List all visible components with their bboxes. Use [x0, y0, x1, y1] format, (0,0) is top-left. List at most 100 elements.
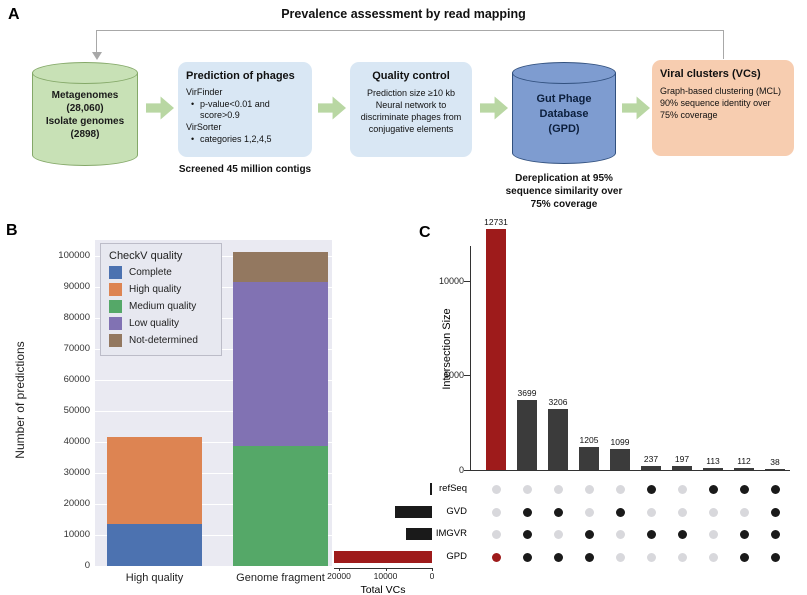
intersection-value: 3699: [517, 387, 537, 398]
prediction-title: Prediction of phages: [186, 70, 295, 82]
intersection-bar: [672, 466, 692, 470]
matrix-dot-filled: [739, 552, 749, 562]
bar-segment-complete: [107, 524, 202, 566]
intersection-bar: [548, 409, 568, 470]
flow-arrow-icon-4: [622, 96, 650, 120]
legend-item: Low quality: [109, 317, 213, 330]
intersection-value: 197: [674, 454, 690, 465]
virsorter-criteria: categories 1,2,4,5: [186, 134, 304, 146]
legend-label: Complete: [129, 267, 172, 278]
gpd-text: Gut Phage Database (GPD): [514, 92, 614, 137]
matrix-dot-filled: [739, 529, 749, 539]
intersection-value: 38: [770, 456, 780, 467]
gridline: [95, 410, 332, 413]
cylinder-body: [512, 73, 616, 153]
panel-a-label: A: [8, 6, 20, 23]
matrix-dot-filled: [522, 507, 532, 517]
intersection-bar: [765, 468, 785, 470]
qc-body-line2: Neural network to discriminate phages fr…: [360, 100, 462, 135]
gridline: [95, 503, 332, 506]
matrix-dot-empty: [584, 507, 594, 517]
isolate-genomes-line: Isolate genomes: [45, 116, 125, 127]
matrix-dot-empty: [553, 529, 563, 539]
matrix-dot-filled: [522, 529, 532, 539]
legend-swatch: [109, 283, 122, 296]
intersection-value: 112: [737, 455, 751, 466]
legend-item: Complete: [109, 266, 213, 279]
matrix-dot-filled: [522, 552, 532, 562]
intersection-bar: [579, 447, 599, 470]
bar-segment-low-quality: [233, 281, 328, 447]
y-tick-label: 10000: [438, 275, 464, 286]
set-size-bar-refseq: [429, 483, 432, 495]
size-tick-label: 10000: [373, 571, 398, 581]
set-label-gvd: GVD: [446, 506, 467, 517]
y-tick-mark: [464, 280, 470, 282]
matrix-dot-filled: [646, 529, 656, 539]
gpd-line1: Gut Phage: [536, 93, 592, 105]
bar-segment-high-quality: [107, 437, 202, 525]
matrix-dot-empty: [646, 507, 656, 517]
legend-label: High quality: [129, 284, 182, 295]
legend-item: Not-determined: [109, 334, 213, 347]
y-tick-label: 40000: [63, 435, 90, 447]
metagenomes-cylinder: Metagenomes (28,060) Isolate genomes (28…: [32, 62, 138, 166]
panel-c-label: C: [419, 224, 431, 241]
y-tick-label: 0: [84, 560, 90, 571]
bar-segment-medium-quality: [233, 446, 328, 566]
gpd-cylinder: Gut Phage Database (GPD): [512, 62, 616, 164]
flow-arrow-icon-3: [480, 96, 508, 120]
set-label-imgvr: IMGVR: [435, 528, 467, 539]
matrix-dot-filled: [770, 507, 780, 517]
checkv-legend: CheckV quality Complete High quality Mediu…: [100, 243, 222, 356]
legend-title: CheckV quality: [109, 250, 183, 262]
panel-b-label: B: [6, 222, 18, 239]
matrix-connector: [773, 489, 777, 557]
size-tick-label: 20000: [327, 571, 351, 581]
legend-swatch: [109, 317, 122, 330]
size-tick-mark: [339, 568, 340, 571]
matrix-dot-empty: [522, 484, 532, 494]
b-legend-items: Complete High quality Medium quality Low qu…: [109, 266, 213, 347]
gpd-line3: (GPD): [548, 122, 580, 135]
y-tick-label: 0: [458, 465, 464, 475]
matrix-dot-filled: [553, 507, 563, 517]
metagenomes-text: Metagenomes (28,060) Isolate genomes (28…: [34, 89, 136, 141]
intersection-bar: [734, 467, 754, 470]
intersection-value: 1099: [610, 437, 630, 448]
gridline: [95, 566, 332, 568]
y-tick-label: 5000: [443, 370, 464, 381]
quality-control-title: Quality control: [372, 70, 450, 82]
intersection-bar: [486, 229, 506, 470]
gridline: [95, 534, 332, 537]
legend-item: Medium quality: [109, 300, 213, 313]
matrix-dot-empty: [677, 552, 687, 562]
viral-clusters-box: Viral clusters (VCs) Graph-based cluster…: [652, 60, 794, 156]
loop-arrowhead-icon: [92, 52, 102, 60]
legend-swatch: [109, 334, 122, 347]
gridline: [95, 441, 332, 444]
intersection-value: 237: [643, 453, 659, 464]
loop-connector-left: [96, 30, 97, 53]
vc-body-line1: Graph-based clustering (MCL): [660, 86, 782, 96]
legend-item: High quality: [109, 283, 213, 296]
tool-virsorter: VirSorter: [186, 122, 222, 133]
matrix-dot-empty: [615, 484, 625, 494]
bar-segment-not-determined: [233, 252, 328, 282]
flow-arrow-icon-2: [318, 96, 346, 120]
tool-virfinder: VirFinder: [186, 87, 223, 97]
intersection-value: 3206: [548, 397, 568, 408]
intersection-value: 113: [706, 455, 720, 466]
matrix-dot-empty: [646, 552, 656, 562]
qc-body-line1: Prediction size ≥10 kb: [367, 88, 455, 98]
matrix-dot-empty: [708, 552, 718, 562]
loop-connector-right: [723, 30, 724, 59]
legend-label: Medium quality: [129, 301, 197, 312]
loop-connector-horizontal: [97, 30, 724, 31]
size-tick-mark: [385, 568, 387, 571]
matrix-dot-filled: [770, 529, 780, 539]
y-tick-label: 100000: [58, 249, 90, 261]
y-tick-label: 50000: [63, 404, 90, 416]
matrix-dot-filled: [646, 484, 656, 494]
